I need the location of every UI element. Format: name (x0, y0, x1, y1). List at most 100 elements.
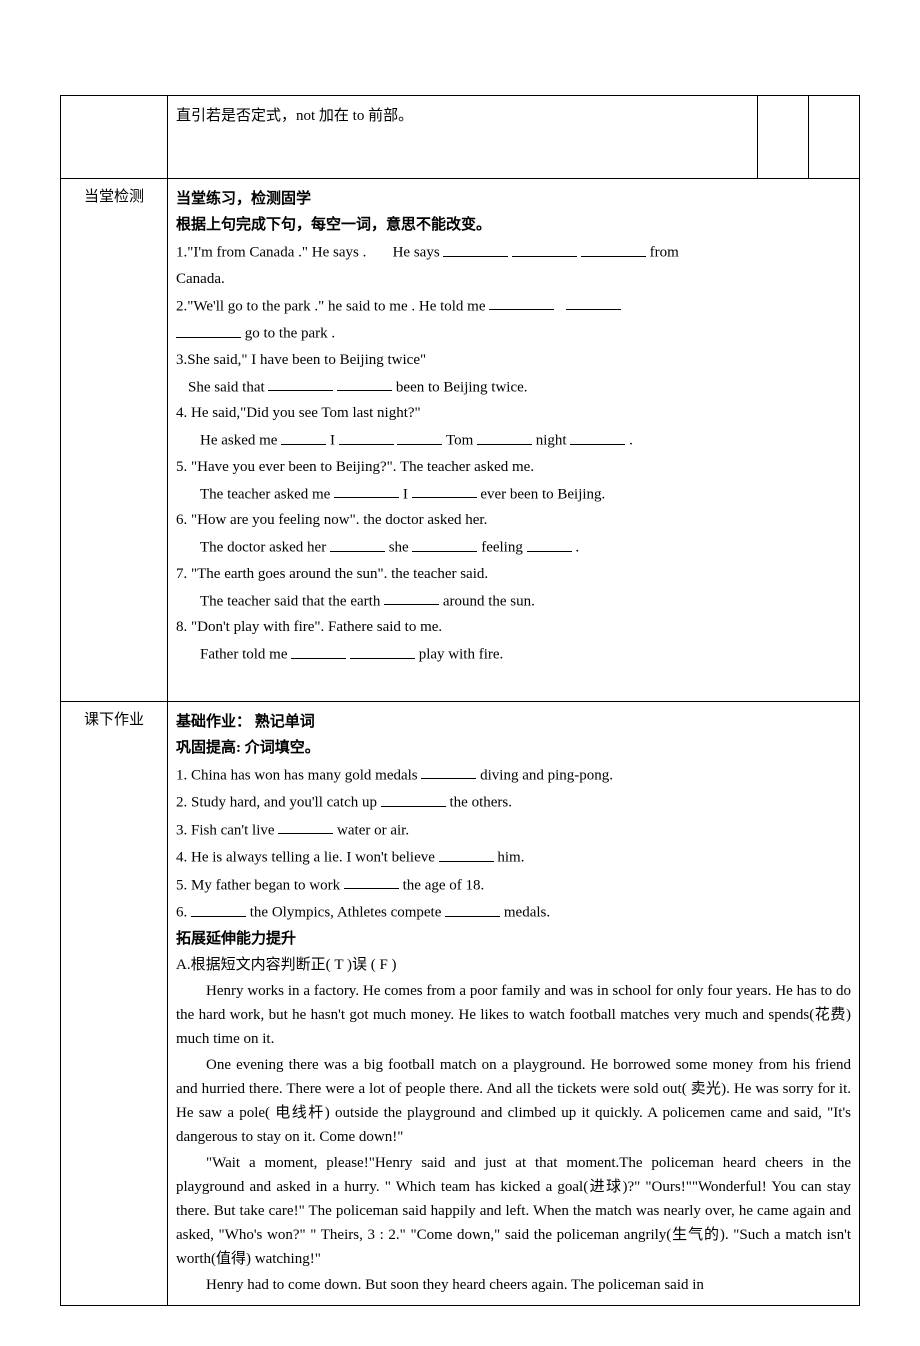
p2a: 2. Study hard, and you'll catch up (176, 795, 377, 811)
q5b-2: I (403, 486, 408, 502)
blank (527, 534, 572, 552)
passage-para4: Henry had to come down. But soon they he… (176, 1273, 851, 1297)
homework-content: 基础作业： 熟记单词 巩固提高: 介词填空。 1. China has won … (168, 701, 860, 1305)
blank (445, 899, 500, 917)
blank (443, 239, 508, 257)
blank (581, 239, 646, 257)
q4b-5: . (629, 433, 633, 449)
p5b: the age of 18. (403, 877, 485, 893)
blank (176, 320, 241, 338)
q3b-pre: She said that (188, 379, 265, 395)
q4-line1: 4. He said,"Did you see Tom last night?" (176, 401, 851, 425)
blank (512, 239, 577, 257)
blank (566, 293, 621, 311)
q4b-4: night (536, 433, 567, 449)
blank (191, 899, 246, 917)
q1-line1: 1."I'm from Canada ." He says . He says … (176, 239, 851, 265)
p1: 1. China has won has many gold medals di… (176, 762, 851, 788)
q6b-2: she (389, 540, 409, 556)
blank (412, 534, 477, 552)
blank (334, 481, 399, 499)
q6b-4: . (575, 540, 579, 556)
q2a: 2."We'll go to the park ." he said to me… (176, 298, 486, 314)
passage-para1: Henry works in a factory. He comes from … (176, 979, 851, 1051)
blank (381, 789, 446, 807)
q2-line1: 2."We'll go to the park ." he said to me… (176, 293, 851, 319)
p6a: 6. (176, 905, 187, 921)
quiz-label: 当堂检测 (61, 179, 168, 702)
q7b-1: The teacher said that the earth (200, 593, 380, 609)
p1b: diving and ping-pong. (480, 767, 613, 783)
blank (412, 481, 477, 499)
q4b-3: Tom (446, 433, 473, 449)
p6: 6. the Olympics, Athletes compete medals… (176, 899, 851, 925)
q4b-1: He asked me (200, 433, 277, 449)
q4-line2: He asked me I Tom night . (176, 427, 851, 453)
document-table: 直引若是否定式，not 加在 to 前部。 当堂检测 当堂练习，检测固学 根据上… (60, 95, 860, 1306)
row-homework: 课下作业 基础作业： 熟记单词 巩固提高: 介词填空。 1. China has… (61, 701, 860, 1305)
q7b-2: around the sun. (443, 593, 535, 609)
p4b: him. (497, 850, 524, 866)
basic-heading: 基础作业： 熟记单词 (176, 710, 851, 734)
row-quiz: 当堂检测 当堂练习，检测固学 根据上句完成下句，每空一词，意思不能改变。 1."… (61, 179, 860, 702)
blank (477, 427, 532, 445)
q1b: He says (393, 245, 440, 261)
q8b-1: Father told me (200, 647, 287, 663)
q5-line1: 5. "Have you ever been to Beijing?". The… (176, 455, 851, 479)
passage-para2: One evening there was a big football mat… (176, 1053, 851, 1149)
p4a: 4. He is always telling a lie. I won't b… (176, 850, 435, 866)
q5b-3: ever been to Beijing. (480, 486, 605, 502)
p5: 5. My father began to work the age of 18… (176, 872, 851, 898)
blank (330, 534, 385, 552)
p3a: 3. Fish can't live (176, 822, 275, 838)
p3b: water or air. (337, 822, 409, 838)
blank (278, 817, 333, 835)
q8-line1: 8. "Don't play with fire". Fathere said … (176, 615, 851, 639)
q6b-3: feeling (481, 540, 523, 556)
homework-label: 课下作业 (61, 701, 168, 1305)
q5b-1: The teacher asked me (200, 486, 330, 502)
q4b-2: I (330, 433, 335, 449)
row1-text: 直引若是否定式，not 加在 to 前部。 (176, 104, 749, 128)
p2: 2. Study hard, and you'll catch up the o… (176, 789, 851, 815)
q2b: go to the park . (245, 326, 335, 342)
p1a: 1. China has won has many gold medals (176, 767, 418, 783)
p2b: the others. (450, 795, 512, 811)
q2-line2: go to the park . (176, 320, 851, 346)
blank (397, 427, 442, 445)
blank (344, 872, 399, 890)
cell-top-label (61, 96, 168, 179)
q6b-1: The doctor asked her (200, 540, 326, 556)
p3: 3. Fish can't live water or air. (176, 817, 851, 843)
cell-top-col3 (758, 96, 809, 179)
q1-line2: Canada. (176, 267, 851, 291)
blank (268, 374, 333, 392)
q3b-post: been to Beijing twice. (396, 379, 528, 395)
blank (350, 641, 415, 659)
q1c: from (650, 245, 679, 261)
q5-line2: The teacher asked me I ever been to Beij… (176, 481, 851, 507)
blank (439, 844, 494, 862)
p4: 4. He is always telling a lie. I won't b… (176, 844, 851, 870)
blank (384, 588, 439, 606)
blank (421, 762, 476, 780)
q6-line2: The doctor asked her she feeling . (176, 534, 851, 560)
blank (570, 427, 625, 445)
blank (291, 641, 346, 659)
q3-line2: She said that been to Beijing twice. (176, 374, 851, 400)
q7-line1: 7. "The earth goes around the sun". the … (176, 562, 851, 586)
quiz-heading2: 根据上句完成下句，每空一词，意思不能改变。 (176, 213, 851, 237)
passage-para3: "Wait a moment, please!"Henry said and j… (176, 1151, 851, 1271)
ext-heading: 拓展延伸能力提升 (176, 927, 851, 951)
q6-line1: 6. "How are you feeling now". the doctor… (176, 508, 851, 532)
quiz-content: 当堂练习，检测固学 根据上句完成下句，每空一词，意思不能改变。 1."I'm f… (168, 179, 860, 702)
improve-heading: 巩固提高: 介词填空。 (176, 736, 851, 760)
quiz-heading1: 当堂练习，检测固学 (176, 187, 851, 211)
blank (339, 427, 394, 445)
p5a: 5. My father began to work (176, 877, 340, 893)
cell-top-col4 (809, 96, 860, 179)
blank (337, 374, 392, 392)
tf-heading: A.根据短文内容判断正( T )误 ( F ) (176, 953, 851, 977)
q8-line2: Father told me play with fire. (176, 641, 851, 667)
p6c: medals. (504, 905, 550, 921)
